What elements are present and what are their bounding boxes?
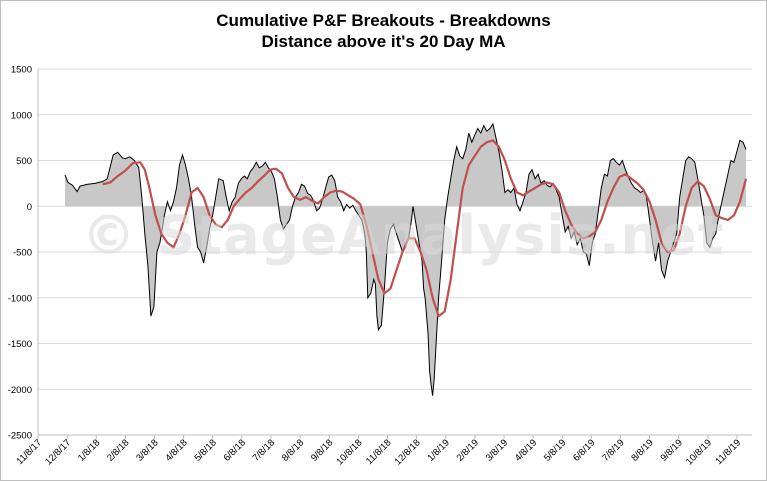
- x-tick-label: 10/8/18: [334, 437, 364, 467]
- x-tick-label: 12/8/17: [43, 437, 73, 467]
- x-tick-label: 12/8/18: [393, 437, 423, 467]
- chart-title-line-2: Distance above it's 20 Day MA: [261, 32, 506, 51]
- x-tick-label: 8/8/19: [629, 437, 655, 463]
- x-tick-label: 7/8/18: [251, 437, 277, 463]
- x-tick-label: 3/8/18: [134, 437, 160, 463]
- x-tick-label: 5/8/18: [192, 437, 218, 463]
- x-tick-label: 2/8/19: [455, 437, 481, 463]
- ma-line: [102, 139, 748, 318]
- y-tick-label: 500: [16, 156, 32, 167]
- x-tick-label: 10/8/19: [684, 437, 714, 467]
- x-tick-label: 1/8/19: [425, 437, 451, 463]
- y-tick-label: 0: [27, 202, 32, 213]
- area-series: [64, 122, 747, 396]
- chart-title: Cumulative P&F Breakouts - Breakdowns Di…: [0, 10, 767, 52]
- chart-title-line-1: Cumulative P&F Breakouts - Breakdowns: [216, 11, 551, 30]
- area-outline: [64, 122, 747, 396]
- y-tick-label: -2000: [8, 385, 32, 396]
- x-tick-label: 11/8/17: [14, 437, 44, 467]
- y-tick-label: 1500: [11, 65, 32, 76]
- x-tick-label: 9/8/19: [658, 437, 684, 463]
- x-tick-label: 6/8/19: [571, 437, 597, 463]
- x-tick-label: 1/8/18: [76, 437, 102, 463]
- x-tick-label: 8/8/18: [280, 437, 306, 463]
- x-tick-label: 11/8/18: [364, 437, 394, 467]
- x-tick-label: 4/8/19: [513, 437, 539, 463]
- y-tick-label: -1500: [8, 339, 32, 350]
- x-tick-label: 3/8/19: [484, 437, 510, 463]
- x-tick-label: 6/8/18: [222, 437, 248, 463]
- x-tick-label: 2/8/18: [105, 437, 131, 463]
- watermark-text: © StageAnalysis.net: [82, 204, 725, 267]
- y-tick-label: -1000: [8, 293, 32, 304]
- x-tick-label: 11/8/19: [713, 437, 743, 467]
- x-tick-label: 5/8/19: [542, 437, 568, 463]
- x-tick-label: 4/8/18: [163, 437, 189, 463]
- x-tick-label: 9/8/18: [309, 437, 335, 463]
- moving-average-series: [102, 139, 748, 318]
- y-tick-label: 1000: [11, 110, 32, 121]
- y-tick-label: -2500: [8, 431, 32, 442]
- x-tick-label: 7/8/19: [600, 437, 626, 463]
- y-tick-label: -500: [13, 248, 32, 259]
